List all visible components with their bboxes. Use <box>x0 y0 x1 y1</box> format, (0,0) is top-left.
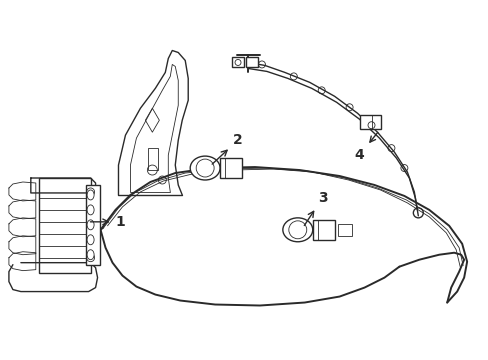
Ellipse shape <box>87 220 94 230</box>
Ellipse shape <box>87 250 94 260</box>
Bar <box>220 158 242 178</box>
Text: 2: 2 <box>212 133 243 164</box>
Bar <box>232 58 244 67</box>
Bar <box>337 224 351 236</box>
Bar <box>85 185 100 265</box>
Bar <box>39 178 90 273</box>
Ellipse shape <box>87 235 94 245</box>
Ellipse shape <box>282 218 312 242</box>
Bar <box>359 115 381 129</box>
Bar <box>148 148 158 170</box>
Bar <box>312 220 334 240</box>
Ellipse shape <box>190 156 220 180</box>
Ellipse shape <box>87 205 94 215</box>
Bar <box>245 58 258 67</box>
Text: 1: 1 <box>90 215 125 229</box>
Text: 4: 4 <box>354 132 377 162</box>
Ellipse shape <box>87 190 94 200</box>
Text: 3: 3 <box>304 191 326 225</box>
